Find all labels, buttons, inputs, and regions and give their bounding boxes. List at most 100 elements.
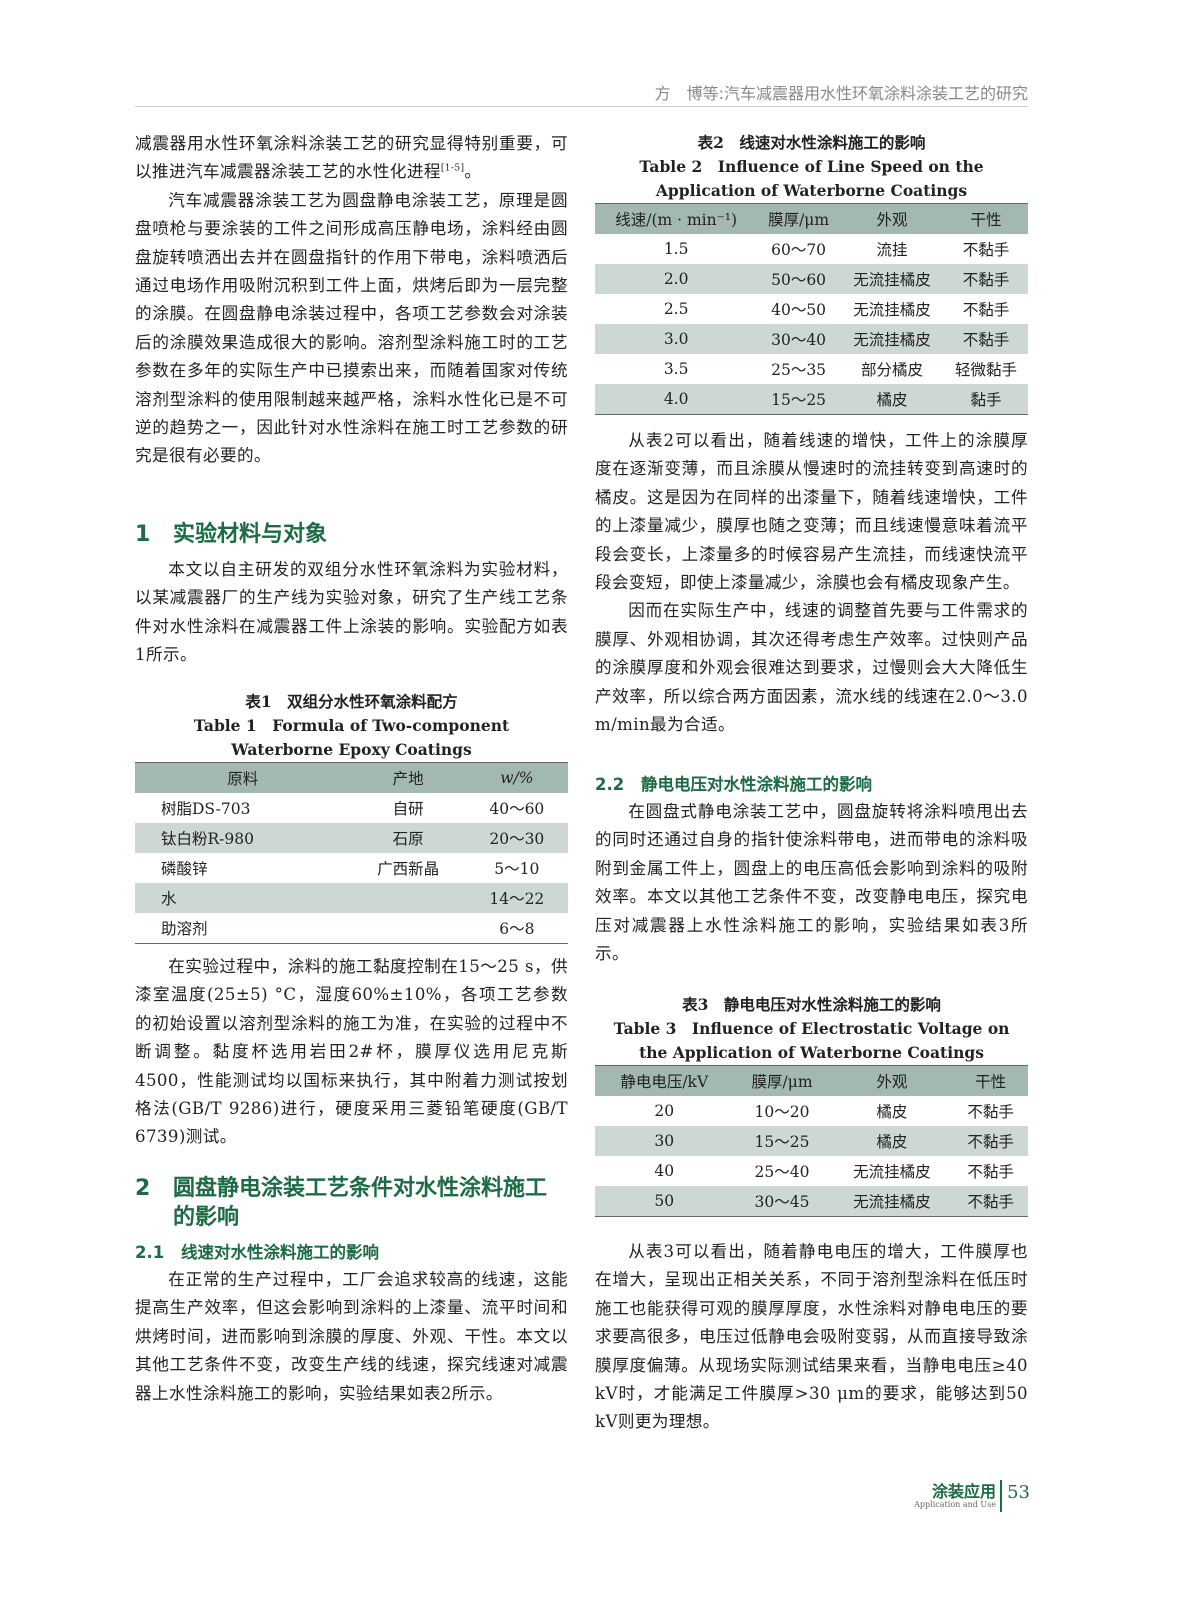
cell: 不黏手 [944, 264, 1028, 294]
cell: 15～25 [757, 384, 840, 415]
right-para-4: 从表3可以看出，随着静电电压的增大，工件膜厚也在增大，呈现出正相关关系，不同于溶… [595, 1238, 1028, 1437]
cell: 无流挂橘皮 [853, 301, 931, 319]
cell: 无流挂橘皮 [839, 264, 945, 294]
table-caption-cn: 表1 双组分水性环氧涂料配方 [245, 692, 458, 711]
cell: 无流挂橘皮 [853, 1163, 931, 1181]
section-title: 圆盘静电涂装工艺条件对水性涂料施工的影响 [173, 1176, 548, 1230]
section-title: 静电电压对水性涂料施工的影响 [641, 775, 872, 794]
table-caption-en: Table 2 Influence of Line Speed on the A… [639, 157, 984, 200]
table-row: 50 30～45 无流挂橘皮 不黏手 [595, 1186, 1028, 1217]
cell: 橘皮 [876, 1103, 908, 1121]
table-2: 表2 线速对水性涂料施工的影响 Table 2 Influence of Lin… [595, 131, 1028, 415]
cell: 不黏手 [962, 241, 1010, 259]
left-para-3: 本文以自主研发的双组分水性环氧涂料为实验材料，以某减震器厂的生产线为实验对象，研… [135, 556, 568, 670]
table-caption-en: Table 1 Formula of Two-component Waterbo… [193, 716, 510, 759]
column-header: 干性 [953, 1065, 1028, 1096]
table-3-grid: 静电电压/kV 膜厚/μm 外观 干性 20 10～20 橘皮 不黏手 30 15～25… [595, 1065, 1028, 1217]
citation: [1-5] [440, 163, 465, 174]
cell: 25～40 [754, 1163, 810, 1181]
cell: 橘皮 [839, 384, 945, 415]
cell: 30～40 [757, 324, 840, 354]
cell: 6～8 [465, 913, 568, 944]
table-row: 1.5 60～70 流挂 不黏手 [595, 234, 1028, 264]
table-row: 水 14～22 [135, 883, 568, 913]
left-para-2: 汽车减震器涂装工艺为圆盘静电涂装工艺，原理是圆盘喷枪与要涂装的工件之间形成高压静… [135, 190, 568, 466]
table-row: 磷酸锌 广西新晶 5～10 [135, 853, 568, 883]
column-header: 外观 [830, 1065, 954, 1096]
section-number: 1 [135, 522, 151, 547]
right-para-2: 因而在实际生产中，线速的调整首先要与工件需求的膜厚、外观相协调，其次还得考虑生产… [595, 601, 1028, 735]
column-header: 膜厚/μm [733, 1065, 831, 1096]
para-text: 从表2可以看出，随着线速的增快，工件上的涂膜厚度在逐渐变薄，而且涂膜从慢速时的流… [595, 431, 1028, 593]
table-1-grid: 原料 产地 w/% 树脂DS-703 自研 40～60 钛白粉R-980 石原 20～3… [135, 762, 568, 944]
table-row: 2.0 50～60 无流挂橘皮 不黏手 [595, 264, 1028, 294]
page-number: 53 [1007, 1482, 1030, 1503]
cell: 树脂DS-703 [161, 800, 251, 818]
section-2-2-heading: 2.2 静电电压对水性涂料施工的影响 [595, 772, 1028, 798]
cell: 25～35 [771, 361, 827, 379]
column-header: 膜厚/μm [757, 203, 840, 234]
section-title: 线速对水性涂料施工的影响 [181, 1243, 379, 1262]
cell: 2.0 [595, 264, 758, 294]
cell: 60～70 [771, 241, 827, 259]
table-row: 4.0 15～25 橘皮 黏手 [595, 384, 1028, 415]
cell [350, 913, 466, 944]
cell: 自研 [392, 800, 424, 818]
journal-name-cn: 涂装应用 [931, 1482, 996, 1501]
column-header: w/% [465, 762, 568, 793]
column-header: 干性 [944, 203, 1028, 234]
cell: 50 [595, 1186, 734, 1217]
para-end: 。 [464, 162, 482, 182]
cell: 不黏手 [953, 1126, 1028, 1156]
cell: 广西新晶 [377, 860, 440, 878]
para-text: 在正常的生产过程中，工厂会追求较高的线速，这能提高生产效率，但这会影响到涂料的上… [135, 1270, 568, 1403]
cell: 2.5 [663, 300, 689, 318]
cell: 不黏手 [962, 301, 1010, 319]
cell: 3.5 [663, 360, 689, 378]
cell: 5～10 [494, 860, 540, 878]
table-row: 20 10～20 橘皮 不黏手 [595, 1096, 1028, 1126]
column-header: 线速/(m · min⁻¹) [595, 203, 758, 234]
cell: 无流挂橘皮 [830, 1186, 954, 1217]
cell: 3.0 [595, 324, 758, 354]
right-para-3: 在圆盘式静电涂装工艺中，圆盘旋转将涂料喷甩出去的同时还通过自身的指针使涂料带电，… [595, 798, 1028, 968]
cell: 钛白粉R-980 [135, 823, 351, 853]
running-title: 方 博等:汽车减震器用水性环氧涂料涂装工艺的研究 [654, 84, 1028, 103]
cell: 1.5 [663, 240, 689, 258]
table-row: 40 25～40 无流挂橘皮 不黏手 [595, 1156, 1028, 1186]
cell: 30 [595, 1126, 734, 1156]
section-2-heading: 2 圆盘静电涂装工艺条件对水性涂料施工的影响 [135, 1174, 568, 1232]
left-para-1: 减震器用水性环氧涂料涂装工艺的研究显得特别重要，可以推进汽车减震器涂装工艺的水性… [135, 130, 568, 471]
para-text: 在圆盘式静电涂装工艺中，圆盘旋转将涂料喷甩出去的同时还通过自身的指针使涂料带电，… [595, 802, 1028, 964]
journal-name-en: Application and Use [914, 1500, 996, 1509]
running-header: 方 博等:汽车减震器用水性环氧涂料涂装工艺的研究 [135, 80, 1028, 107]
cell: 水 [135, 883, 351, 913]
table-row: 3.0 30～40 无流挂橘皮 不黏手 [595, 324, 1028, 354]
para-text: 在实验过程中，涂料的施工黏度控制在15～25 s，供漆室温度(25±5) °C，… [135, 957, 568, 1147]
para-text: 从表3可以看出，随着静电电压的增大，工件膜厚也在增大，呈现出正相关关系，不同于溶… [595, 1242, 1028, 1432]
table-caption-cn: 表2 线速对水性涂料施工的影响 [697, 133, 926, 152]
page-footer: 涂装应用 Application and Use 53 [900, 1478, 1030, 1518]
cell: 不黏手 [967, 1103, 1014, 1121]
table-row: 30 15～25 橘皮 不黏手 [595, 1126, 1028, 1156]
section-2-1-heading: 2.1 线速对水性涂料施工的影响 [135, 1240, 568, 1266]
cell: 40～50 [771, 301, 827, 319]
section-number: 2 [135, 1176, 151, 1201]
footer-divider [1000, 1480, 1002, 1512]
left-para-4: 在实验过程中，涂料的施工黏度控制在15～25 s，供漆室温度(25±5) °C，… [135, 953, 568, 1152]
column-header: 静电电压/kV [595, 1065, 734, 1096]
section-number: 2.1 [135, 1243, 165, 1262]
table-1: 表1 双组分水性环氧涂料配方 Table 1 Formula of Two-co… [135, 690, 568, 944]
cell: 轻微黏手 [955, 361, 1018, 379]
cell: 50～60 [757, 264, 840, 294]
section-number: 2.2 [595, 775, 625, 794]
table-row: 2.5 40～50 无流挂橘皮 不黏手 [595, 294, 1028, 324]
cell: 20～30 [465, 823, 568, 853]
table-row: 钛白粉R-980 石原 20～30 [135, 823, 568, 853]
cell: 黏手 [944, 384, 1028, 415]
cell: 40～60 [489, 800, 545, 818]
cell: 无流挂橘皮 [839, 324, 945, 354]
cell: 20 [654, 1102, 675, 1120]
table-row: 树脂DS-703 自研 40～60 [135, 793, 568, 823]
cell: 14～22 [465, 883, 568, 913]
